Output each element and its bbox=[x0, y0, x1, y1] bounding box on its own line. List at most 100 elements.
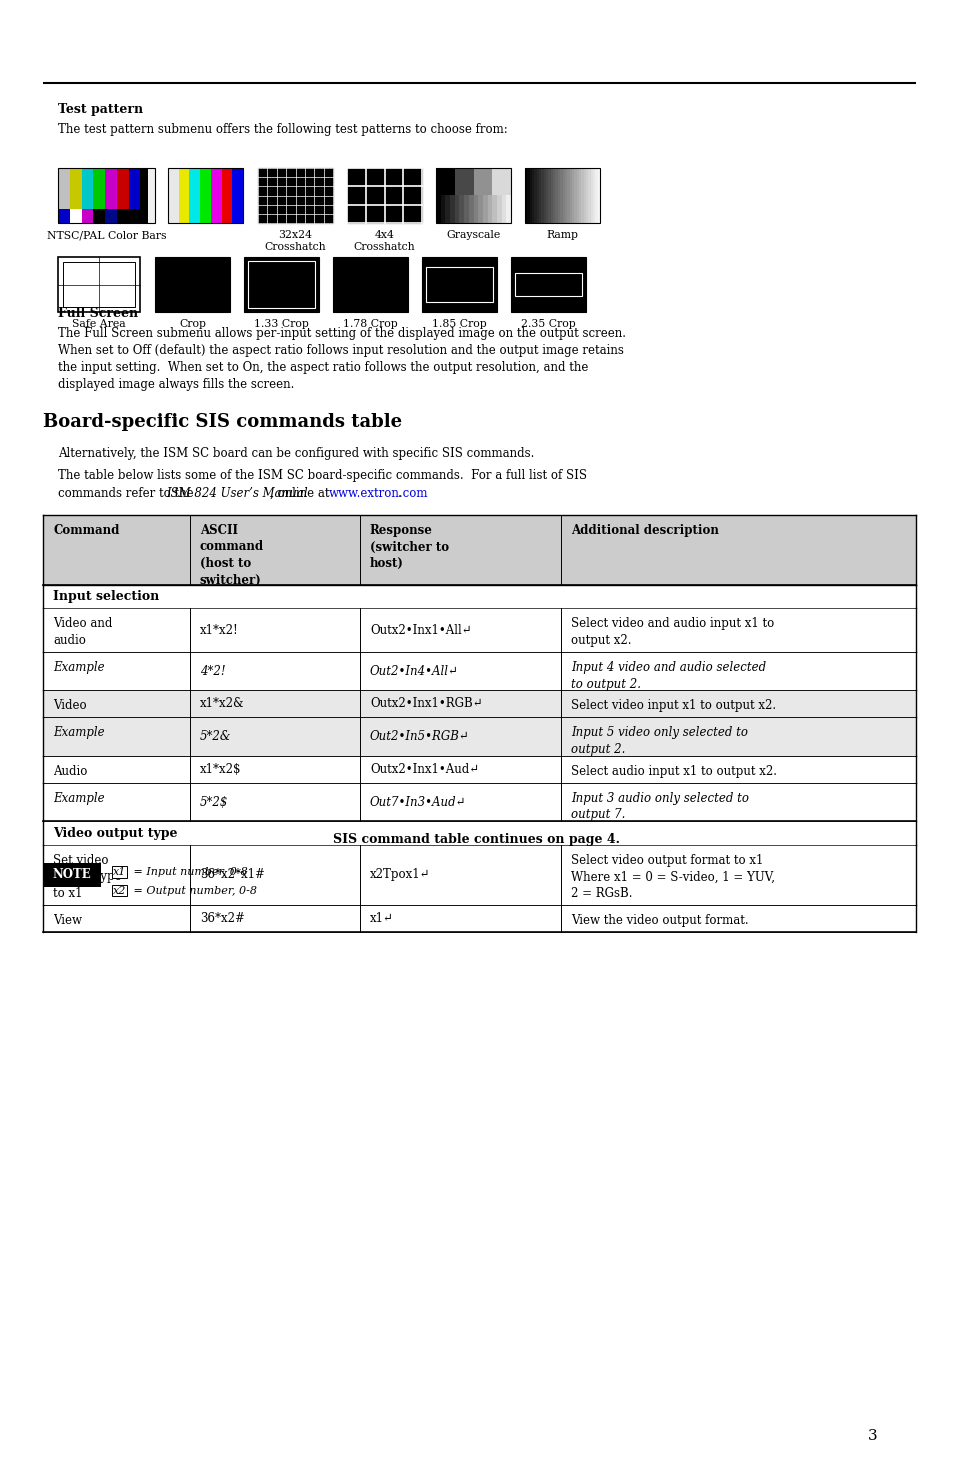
Bar bbox=[58, 209, 70, 223]
Text: The test pattern submenu offers the following test patterns to choose from:: The test pattern submenu offers the foll… bbox=[58, 122, 507, 136]
Text: Test pattern: Test pattern bbox=[58, 103, 143, 117]
Text: Video output type: Video output type bbox=[53, 827, 177, 839]
Bar bbox=[477, 196, 482, 223]
Text: View the video output format.: View the video output format. bbox=[570, 914, 747, 926]
Bar bbox=[43, 717, 915, 757]
Bar bbox=[140, 168, 148, 223]
Text: Select video output format to x1
Where x1 = 0 = S-video, 1 = YUV,
2 = RGsB.: Select video output format to x1 Where x… bbox=[570, 854, 774, 900]
Text: Command: Command bbox=[53, 524, 119, 537]
Text: 2.35 Crop: 2.35 Crop bbox=[520, 319, 576, 329]
Bar bbox=[117, 168, 129, 209]
Bar bbox=[515, 273, 581, 296]
Bar bbox=[81, 168, 93, 209]
Bar bbox=[105, 168, 117, 209]
Bar bbox=[578, 168, 580, 223]
Text: www.extron.com: www.extron.com bbox=[329, 487, 428, 500]
Bar bbox=[58, 168, 70, 209]
Bar bbox=[440, 196, 445, 223]
Text: Input selection: Input selection bbox=[53, 590, 159, 603]
Text: , online at: , online at bbox=[270, 487, 333, 500]
Text: Outx2•Inx1•RGB↵: Outx2•Inx1•RGB↵ bbox=[370, 698, 482, 711]
Bar bbox=[501, 196, 506, 223]
Bar bbox=[70, 168, 81, 209]
Text: x1*x2!: x1*x2! bbox=[199, 624, 238, 637]
Bar bbox=[567, 168, 569, 223]
Bar bbox=[450, 196, 455, 223]
Bar bbox=[129, 209, 140, 223]
Bar bbox=[154, 257, 230, 313]
Bar bbox=[532, 168, 534, 223]
Text: Audio: Audio bbox=[53, 766, 88, 777]
Bar bbox=[538, 168, 541, 223]
Bar bbox=[455, 168, 473, 196]
Bar bbox=[43, 822, 915, 845]
Bar bbox=[576, 168, 578, 223]
Bar bbox=[595, 168, 597, 223]
Bar bbox=[58, 257, 140, 313]
Bar bbox=[93, 168, 105, 209]
Text: 4x4
Crosshatch: 4x4 Crosshatch bbox=[354, 230, 415, 252]
Bar bbox=[178, 168, 190, 223]
Text: Grayscale: Grayscale bbox=[446, 230, 500, 240]
Text: 1.85 Crop: 1.85 Crop bbox=[432, 319, 486, 329]
Text: x1*x2&: x1*x2& bbox=[199, 698, 244, 711]
Text: x1*x2$: x1*x2$ bbox=[199, 763, 241, 776]
Text: Example: Example bbox=[53, 661, 105, 674]
Text: Input 5 video only selected to
output 2.: Input 5 video only selected to output 2. bbox=[570, 727, 747, 757]
Bar bbox=[590, 168, 593, 223]
Text: x2: x2 bbox=[112, 885, 126, 895]
Text: Input 3 audio only selected to
output 7.: Input 3 audio only selected to output 7. bbox=[570, 792, 748, 822]
Bar bbox=[168, 168, 178, 223]
Text: The Full Screen submenu allows per-input setting of the displayed image on the o: The Full Screen submenu allows per-input… bbox=[58, 327, 625, 391]
Bar bbox=[436, 168, 511, 223]
Text: ASCII
command
(host to
switcher): ASCII command (host to switcher) bbox=[199, 524, 264, 587]
Bar bbox=[593, 168, 595, 223]
Bar bbox=[543, 168, 545, 223]
Text: The table below lists some of the ISM SC board-specific commands.  For a full li: The table below lists some of the ISM SC… bbox=[58, 469, 586, 482]
Text: Example: Example bbox=[53, 727, 105, 739]
Bar bbox=[426, 267, 493, 302]
Text: 32x24
Crosshatch: 32x24 Crosshatch bbox=[264, 230, 326, 252]
Bar bbox=[81, 209, 93, 223]
Bar bbox=[232, 168, 243, 223]
Bar bbox=[421, 257, 497, 313]
Bar bbox=[43, 906, 915, 932]
Bar bbox=[506, 196, 511, 223]
Bar bbox=[43, 652, 915, 690]
Bar bbox=[221, 168, 232, 223]
Text: 1.33 Crop: 1.33 Crop bbox=[253, 319, 309, 329]
Text: Out2•In5•RGB↵: Out2•In5•RGB↵ bbox=[370, 730, 469, 743]
Text: Select video and audio input x1 to
output x2.: Select video and audio input x1 to outpu… bbox=[570, 618, 773, 648]
Bar bbox=[43, 586, 915, 609]
Bar bbox=[550, 168, 553, 223]
Text: 36*x2*x1#: 36*x2*x1# bbox=[199, 869, 264, 882]
Text: Ramp: Ramp bbox=[546, 230, 578, 240]
Bar bbox=[43, 690, 915, 717]
Text: Crop: Crop bbox=[179, 319, 206, 329]
Text: commands refer to the: commands refer to the bbox=[58, 487, 197, 500]
Text: Full Screen: Full Screen bbox=[58, 307, 138, 320]
Bar bbox=[436, 168, 455, 196]
Bar bbox=[597, 168, 599, 223]
Text: SIS command table continues on page 4.: SIS command table continues on page 4. bbox=[334, 833, 619, 847]
Bar bbox=[583, 168, 585, 223]
Text: Video and
audio: Video and audio bbox=[53, 618, 112, 648]
Text: Select audio input x1 to output x2.: Select audio input x1 to output x2. bbox=[570, 766, 776, 777]
Text: Response
(switcher to
host): Response (switcher to host) bbox=[370, 524, 449, 569]
Bar bbox=[569, 168, 571, 223]
Text: Outx2•Inx1•All↵: Outx2•Inx1•All↵ bbox=[370, 624, 471, 637]
Text: 3: 3 bbox=[867, 1429, 877, 1443]
Bar bbox=[537, 168, 538, 223]
Text: Board-specific SIS commands table: Board-specific SIS commands table bbox=[43, 413, 402, 431]
Bar bbox=[545, 168, 548, 223]
Text: Example: Example bbox=[53, 792, 105, 805]
Text: x1↵: x1↵ bbox=[370, 912, 394, 925]
Bar bbox=[70, 209, 81, 223]
Text: Select video input x1 to output x2.: Select video input x1 to output x2. bbox=[570, 699, 775, 712]
Bar bbox=[541, 168, 543, 223]
Bar bbox=[580, 168, 583, 223]
Bar bbox=[43, 515, 915, 586]
Text: = Input number, 0-8: = Input number, 0-8 bbox=[130, 867, 247, 878]
Text: ISM 824 User’s Manual: ISM 824 User’s Manual bbox=[166, 487, 308, 500]
Bar bbox=[487, 196, 492, 223]
